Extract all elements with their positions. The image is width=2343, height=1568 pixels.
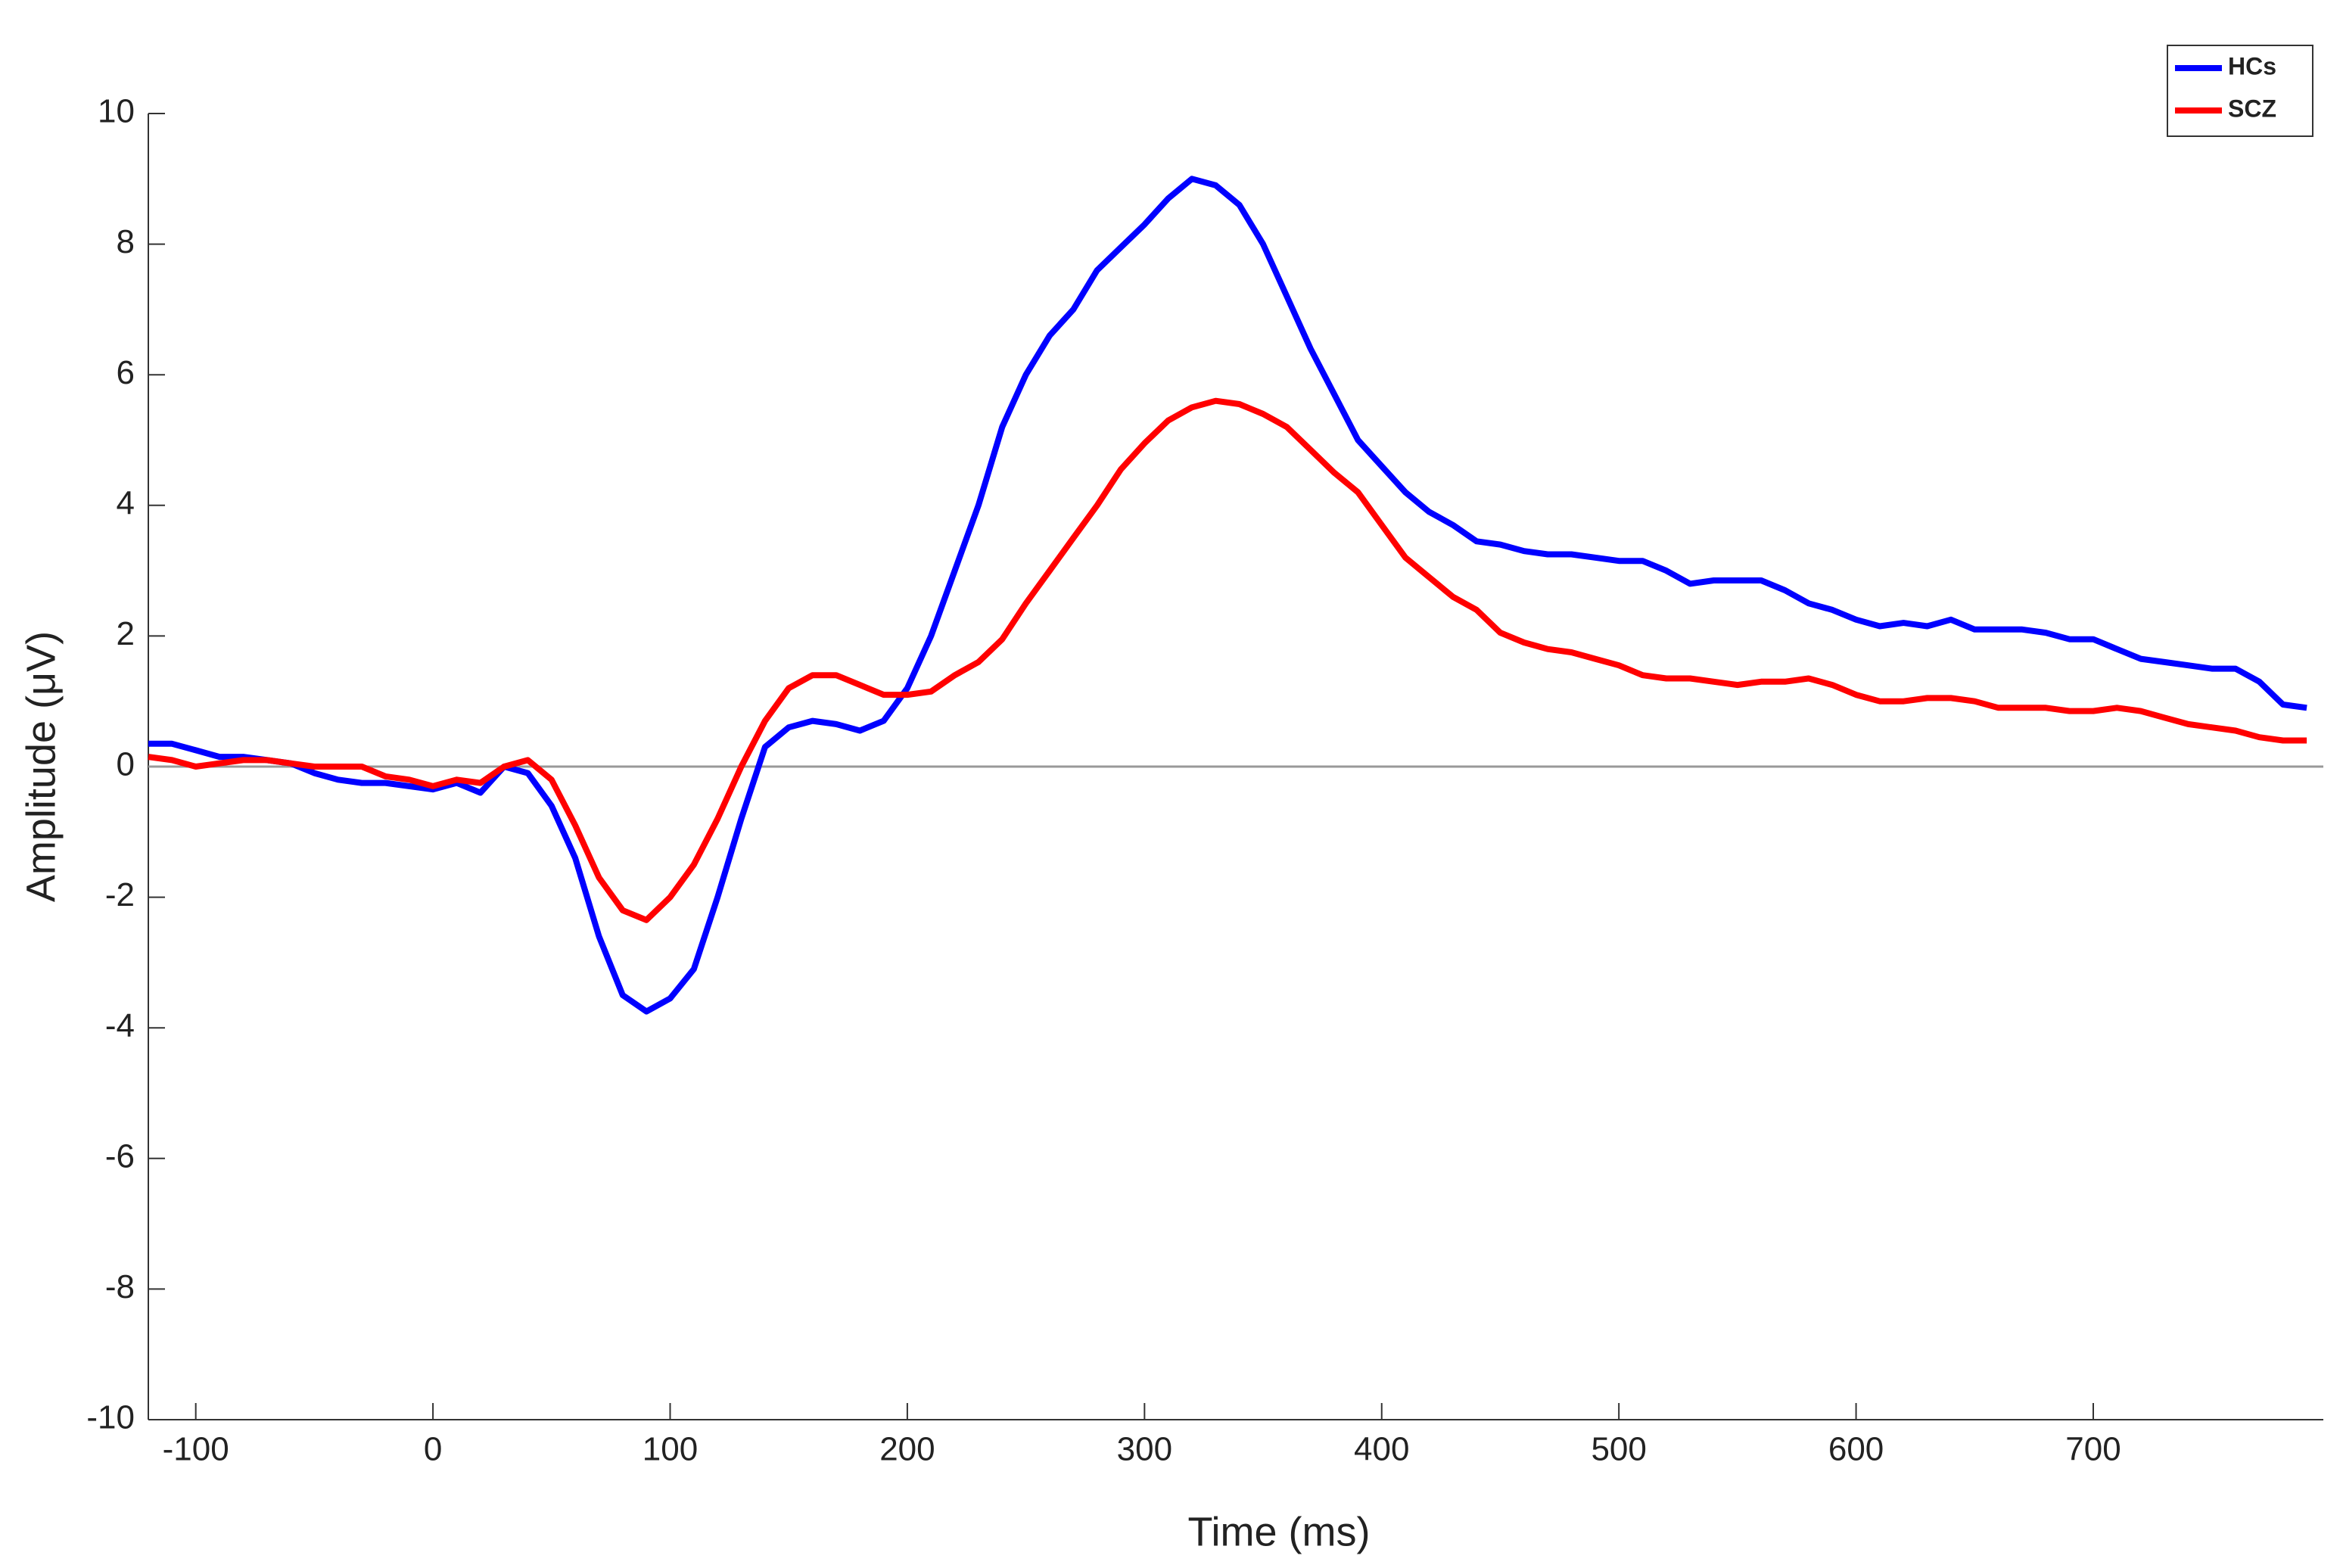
x-tick-label: 100 (643, 1431, 698, 1468)
y-tick-label: -2 (105, 876, 135, 913)
y-axis-title: Amplitude (μV) (18, 631, 64, 902)
y-tick-label: -8 (105, 1268, 135, 1305)
legend-box (2167, 45, 2313, 137)
x-tick-label: 0 (424, 1431, 442, 1468)
legend-label: SCZ (2228, 95, 2276, 122)
y-tick-label: 2 (117, 615, 135, 652)
x-tick-label: 500 (1591, 1431, 1646, 1468)
y-tick-label: -10 (86, 1399, 135, 1436)
y-tick-label: 8 (117, 223, 135, 260)
x-tick-label: 700 (2065, 1431, 2121, 1468)
y-tick-label: 10 (98, 93, 135, 130)
y-tick-label: -6 (105, 1137, 135, 1174)
x-tick-label: 200 (879, 1431, 935, 1468)
y-tick-label: 4 (117, 484, 135, 521)
x-axis-title: Time (ms) (1188, 1509, 1371, 1554)
x-tick-label: 400 (1354, 1431, 1409, 1468)
data-line (148, 176, 2307, 1015)
x-tick-label: 600 (1828, 1431, 1884, 1468)
data-line (148, 397, 2307, 923)
x-tick-label: -100 (163, 1431, 229, 1468)
legend-label: HCs (2228, 52, 2276, 79)
x-tick-label: 300 (1117, 1431, 1172, 1468)
y-tick-label: -4 (105, 1007, 135, 1044)
y-tick-label: 6 (117, 354, 135, 391)
y-tick-label: 0 (117, 746, 135, 783)
